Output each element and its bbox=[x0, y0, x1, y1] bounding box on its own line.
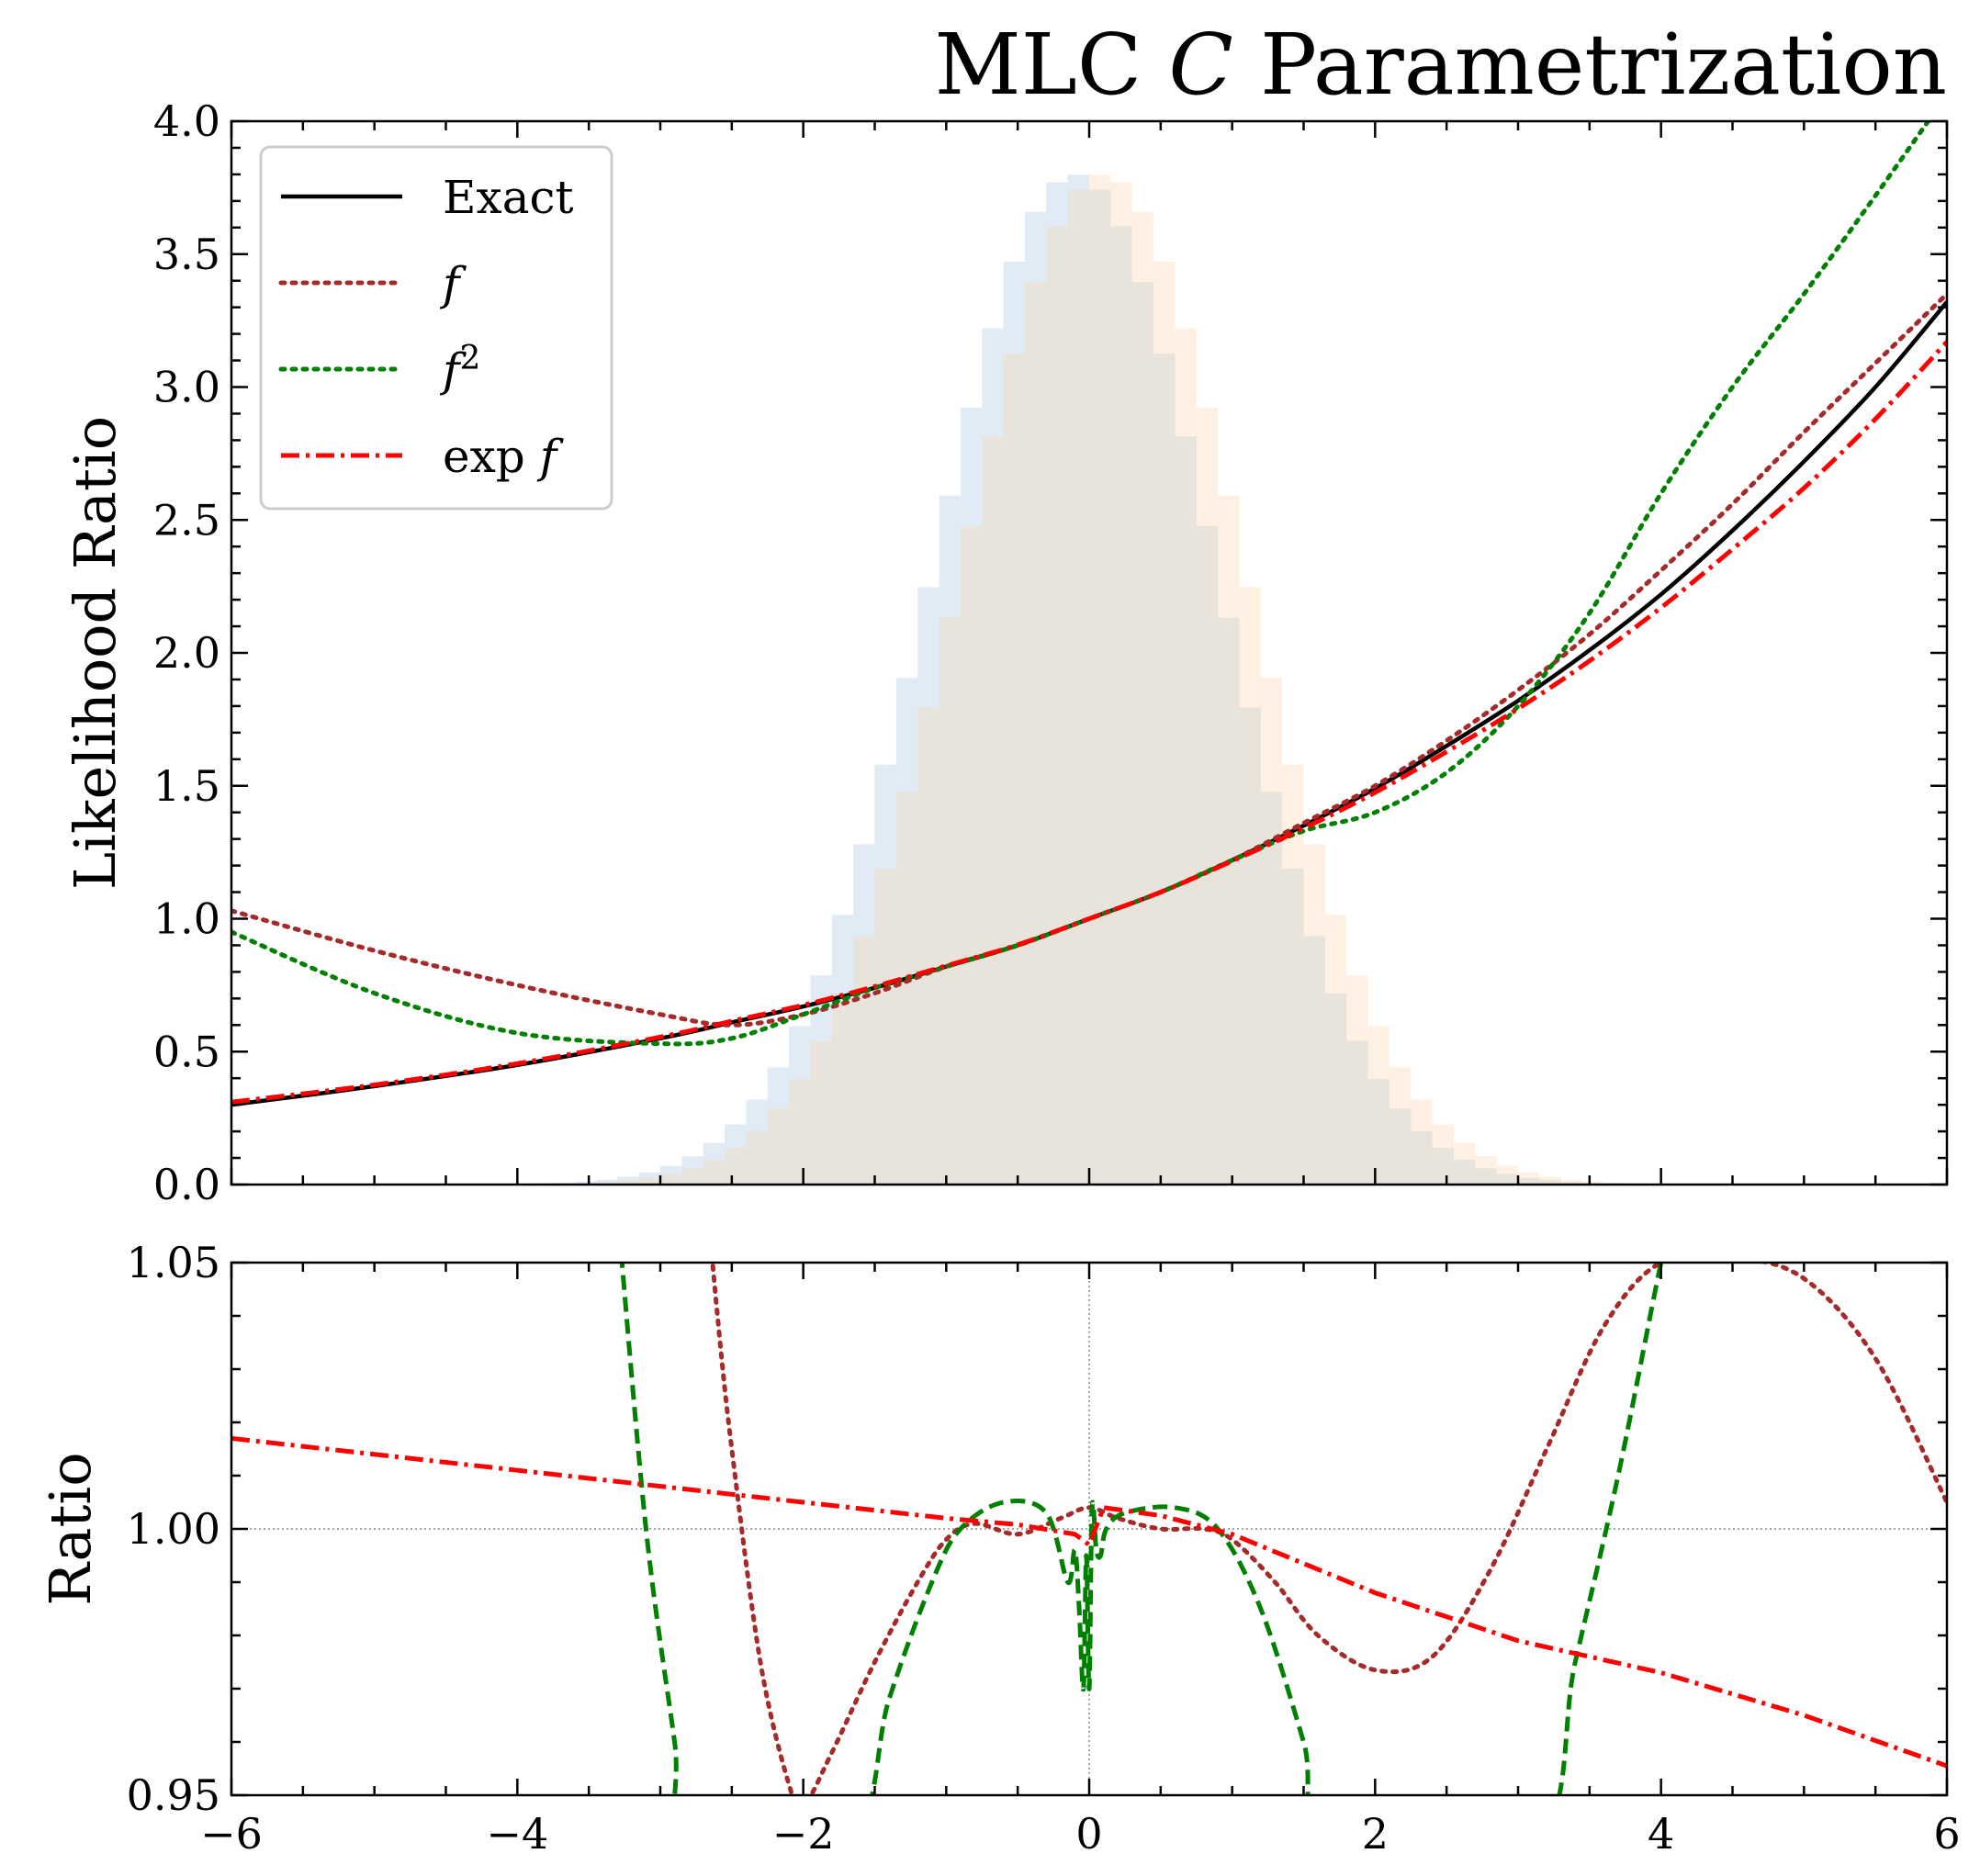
legend-label: exp f bbox=[443, 430, 564, 483]
y-tick-label: 1.0 bbox=[153, 894, 220, 944]
ratio-panel: 0.95 1.00 1.05 −6 −4 −2 0 2 4 6 bbox=[127, 1238, 1961, 1859]
x-tick-label: −2 bbox=[772, 1809, 835, 1859]
ratio-line-f bbox=[710, 1263, 1947, 1795]
y-tick-label: 0.0 bbox=[153, 1160, 220, 1209]
legend-label: Exact bbox=[443, 171, 574, 224]
main-panel: 0.0 0.5 1.0 1.5 2.0 2.5 3.0 3.5 4.0 bbox=[153, 96, 1949, 1209]
ratio-series-layer bbox=[231, 1263, 1947, 1795]
y-tick-label: 3.0 bbox=[153, 363, 220, 412]
y-tick-label: 0.5 bbox=[153, 1027, 220, 1076]
ratio-axes-frame bbox=[230, 1261, 1949, 1797]
x-tick-label: 2 bbox=[1362, 1809, 1389, 1859]
y-tick-label: 1.5 bbox=[153, 761, 220, 811]
y-tick-label: 2.0 bbox=[153, 628, 220, 678]
series-line-exp-f bbox=[231, 340, 1947, 1105]
x-tick-label: 6 bbox=[1933, 1809, 1960, 1859]
main-y-axis-label: Likelihood Ratio bbox=[62, 416, 129, 890]
x-tick-label: −4 bbox=[486, 1809, 548, 1859]
histogram-layer bbox=[231, 174, 1947, 1185]
x-tick-label: 0 bbox=[1075, 1809, 1102, 1859]
main-axes-frame bbox=[230, 119, 1949, 1186]
x-tick-label: 4 bbox=[1648, 1809, 1674, 1859]
ratio-y-axis-label: Ratio bbox=[37, 1452, 104, 1605]
y-tick-label: 1.00 bbox=[127, 1504, 220, 1554]
histogram-overlap bbox=[231, 189, 1947, 1185]
y-tick-label: 4.0 bbox=[153, 96, 220, 146]
ratio-line-exp-f bbox=[231, 1435, 1947, 1769]
main-series-layer bbox=[231, 121, 1947, 1107]
y-tick-label: 0.95 bbox=[127, 1770, 220, 1820]
ratio-reference-lines bbox=[231, 1263, 1947, 1795]
y-tick-label: 2.5 bbox=[153, 495, 220, 545]
y-tick-label: 3.5 bbox=[153, 230, 220, 279]
ratio-ticks: 0.95 1.00 1.05 −6 −4 −2 0 2 4 6 bbox=[127, 1238, 1961, 1859]
ratio-line-f2 bbox=[619, 1263, 1664, 1795]
y-tick-label: 1.05 bbox=[127, 1238, 220, 1287]
x-tick-label: −6 bbox=[200, 1809, 263, 1859]
legend-box bbox=[259, 145, 613, 511]
chart-title: MLC C Parametrization bbox=[935, 16, 1947, 114]
